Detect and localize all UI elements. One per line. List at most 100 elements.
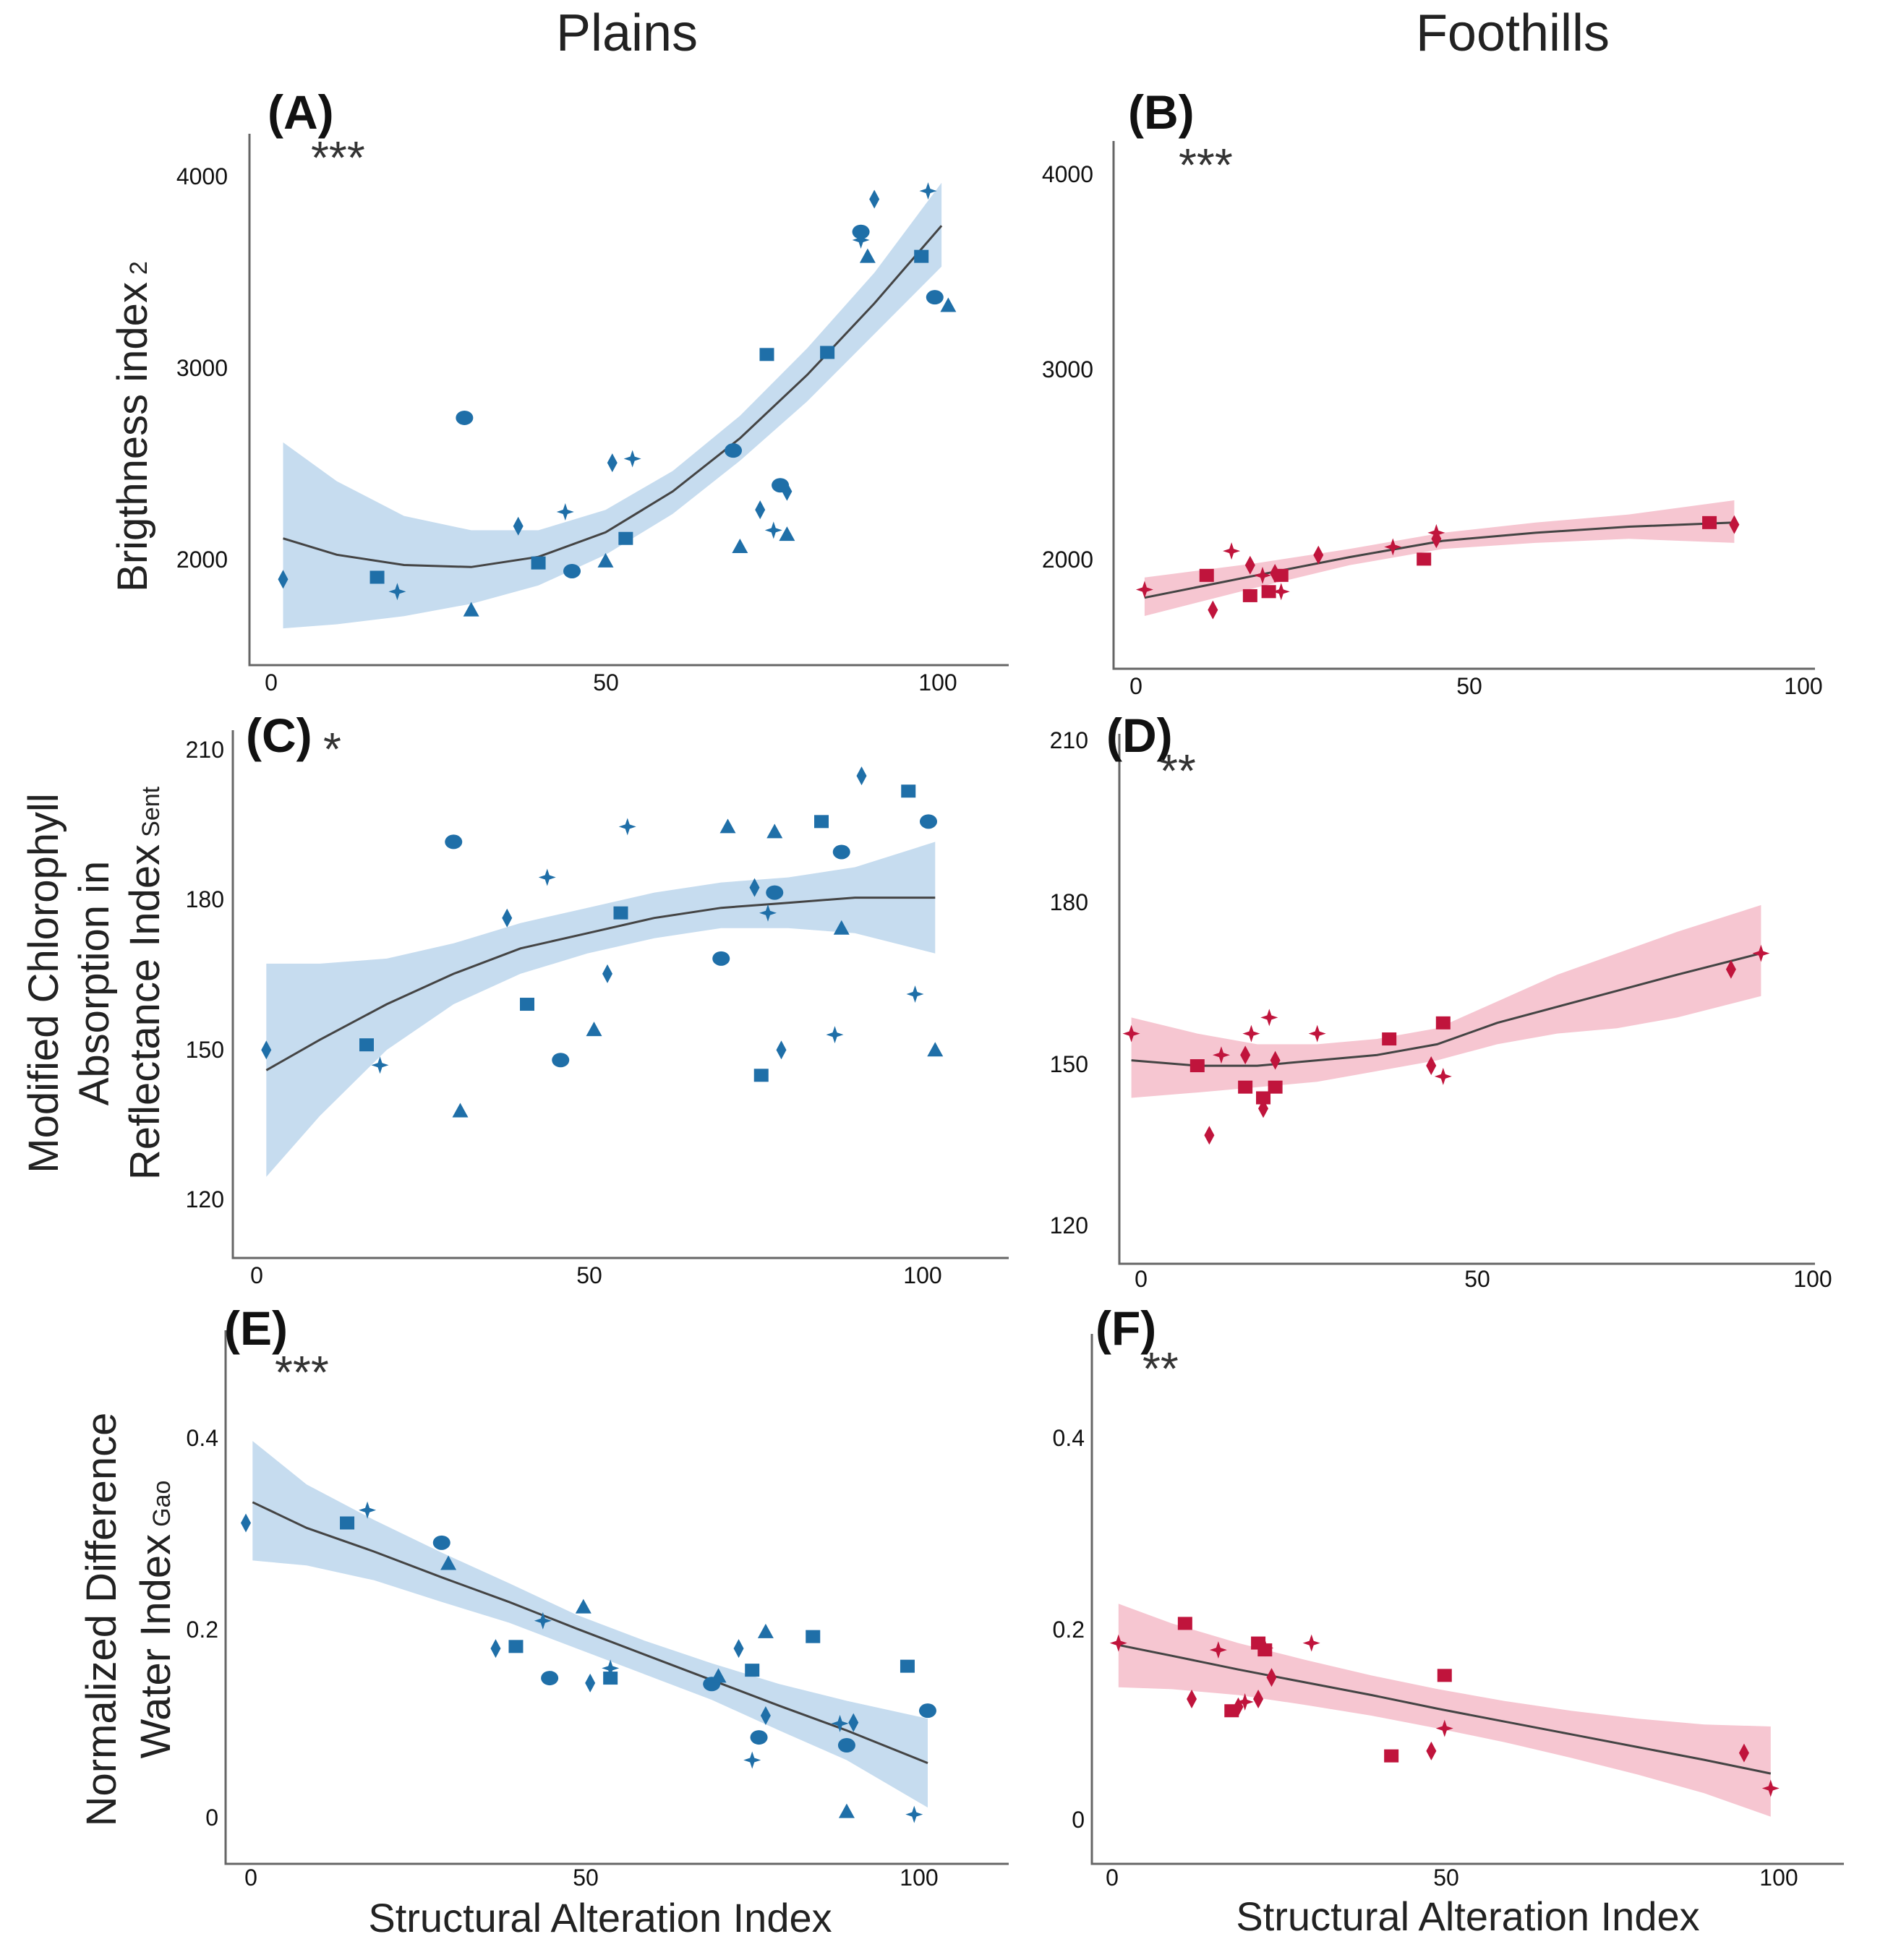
data-point-b-6 — [1244, 555, 1255, 575]
data-point-a-18 — [764, 521, 782, 539]
x-axis-label-plains: Structural Alteration Index — [368, 1895, 832, 1940]
y-axis-label-ndwi-sub: Gao — [148, 1481, 176, 1527]
y-tick-d-180: 180 — [1050, 889, 1088, 915]
data-point-e-10 — [575, 1599, 591, 1614]
data-point-f-13 — [1302, 1634, 1320, 1652]
data-point-c-30 — [927, 1042, 944, 1057]
x-tick-b-100: 100 — [1784, 673, 1822, 699]
data-point-e-21 — [760, 1706, 771, 1725]
confidence-band-a — [283, 182, 942, 629]
panel-e: 0 50 100 0 0.2 0.4 (E)*** — [187, 1301, 1009, 1891]
data-point-a-12 — [618, 531, 633, 545]
data-point-c-20 — [766, 823, 783, 839]
data-point-e-7 — [508, 1640, 524, 1653]
data-point-a-24 — [852, 224, 870, 239]
y-axis-label-brightness-sub: 2 — [125, 261, 153, 275]
data-point-d-2 — [1189, 1059, 1205, 1073]
panel-label-c: (C) — [246, 709, 312, 762]
data-point-f-18 — [1738, 1743, 1749, 1763]
y-axis-label-mcari-line2: Absorption in — [71, 861, 118, 1106]
data-point-d-5 — [1238, 1080, 1253, 1094]
data-point-a-27 — [914, 249, 929, 263]
data-point-f-16 — [1435, 1719, 1453, 1737]
significance-e: *** — [275, 1346, 329, 1398]
data-point-b-10 — [1272, 583, 1290, 601]
x-tick-d-0: 0 — [1135, 1266, 1148, 1292]
x-tick-d-100: 100 — [1793, 1266, 1832, 1292]
y-tick-c-180: 180 — [186, 886, 224, 912]
data-point-f-12 — [1266, 1668, 1277, 1687]
data-point-d-15 — [1426, 1056, 1437, 1076]
axes-e — [224, 1330, 1009, 1865]
panel-label-b: (B) — [1128, 85, 1195, 139]
x-tick-e-100: 100 — [900, 1865, 938, 1891]
data-point-f-2 — [1177, 1617, 1192, 1630]
y-axis-label-ndwi-line2: Water Index Gao — [132, 1481, 179, 1759]
data-point-b-8 — [1261, 585, 1276, 599]
panel-label-f: (F) — [1095, 1301, 1156, 1355]
data-point-e-11 — [585, 1673, 596, 1692]
data-point-e-13 — [602, 1659, 620, 1677]
data-point-e-17 — [745, 1664, 760, 1677]
data-point-c-18 — [759, 904, 777, 922]
x-tick-e-0: 0 — [244, 1865, 257, 1891]
axes-a — [248, 134, 1009, 667]
panel-d: 0 50 100 120 150 180 210 (D)** — [1050, 709, 1832, 1292]
data-point-e-15 — [710, 1668, 727, 1683]
data-point-c-12 — [613, 906, 628, 920]
data-point-a-22 — [820, 346, 835, 359]
fit-line-e — [252, 1501, 928, 1764]
y-tick-a-3000: 3000 — [176, 355, 228, 381]
data-point-d-18 — [1725, 959, 1736, 979]
x-tick-a-0: 0 — [265, 669, 278, 696]
data-point-a-16 — [755, 500, 766, 520]
data-point-d-19 — [1752, 944, 1770, 962]
data-point-c-9 — [552, 1053, 570, 1068]
y-axis-label-mcari-line3-text: Reflectance Index — [121, 844, 168, 1180]
x-tick-c-100: 100 — [903, 1262, 941, 1288]
data-point-e-19 — [750, 1730, 768, 1745]
y-tick-e-0_4: 0.4 — [187, 1425, 218, 1451]
data-point-a-4 — [456, 410, 474, 425]
data-point-f-9 — [1253, 1689, 1264, 1708]
y-axis-label-ndwi-line2-text: Water Index — [132, 1534, 179, 1759]
data-point-f-1 — [1109, 1634, 1127, 1652]
significance-c: * — [323, 723, 341, 775]
y-tick-c-210: 210 — [186, 737, 224, 763]
y-tick-f-0: 0 — [1072, 1807, 1085, 1833]
y-axis-label-brightness: Brigthness index 2 — [109, 261, 156, 592]
data-point-a-14 — [725, 443, 743, 458]
data-point-d-4 — [1212, 1046, 1230, 1064]
data-point-e-20 — [757, 1623, 774, 1638]
data-point-e-2 — [340, 1516, 355, 1530]
data-point-a-7 — [531, 556, 546, 570]
data-point-a-21 — [782, 482, 793, 501]
data-point-c-27 — [901, 784, 916, 798]
data-point-a-11 — [607, 453, 618, 473]
y-tick-c-120: 120 — [186, 1186, 224, 1212]
data-point-e-12 — [603, 1672, 618, 1685]
data-point-b-16 — [1427, 523, 1445, 542]
y-tick-a-4000: 4000 — [176, 163, 228, 189]
data-point-c-13 — [618, 818, 636, 836]
data-point-f-4 — [1209, 1641, 1227, 1659]
panel-b: 0 50 100 2000 3000 4000 (B)*** — [1042, 85, 1823, 699]
data-point-a-30 — [940, 297, 957, 312]
data-point-b-2 — [1199, 568, 1214, 582]
data-point-c-24 — [832, 844, 850, 860]
data-point-f-3 — [1187, 1689, 1197, 1708]
significance-a: *** — [311, 132, 365, 184]
data-point-a-10 — [597, 552, 614, 568]
x-tick-f-0: 0 — [1106, 1865, 1119, 1891]
data-point-e-25 — [838, 1803, 855, 1818]
data-point-f-19 — [1761, 1779, 1780, 1797]
column-title-plains: Plains — [556, 4, 698, 62]
fit-line-c — [265, 896, 936, 1071]
data-point-a-5 — [463, 602, 479, 617]
x-tick-f-100: 100 — [1759, 1865, 1798, 1891]
data-point-c-21 — [776, 1040, 787, 1060]
y-tick-f-0_2: 0.2 — [1053, 1617, 1085, 1643]
data-point-c-28 — [906, 985, 924, 1003]
y-axis-label-brightness-text: Brigthness index — [109, 282, 156, 592]
